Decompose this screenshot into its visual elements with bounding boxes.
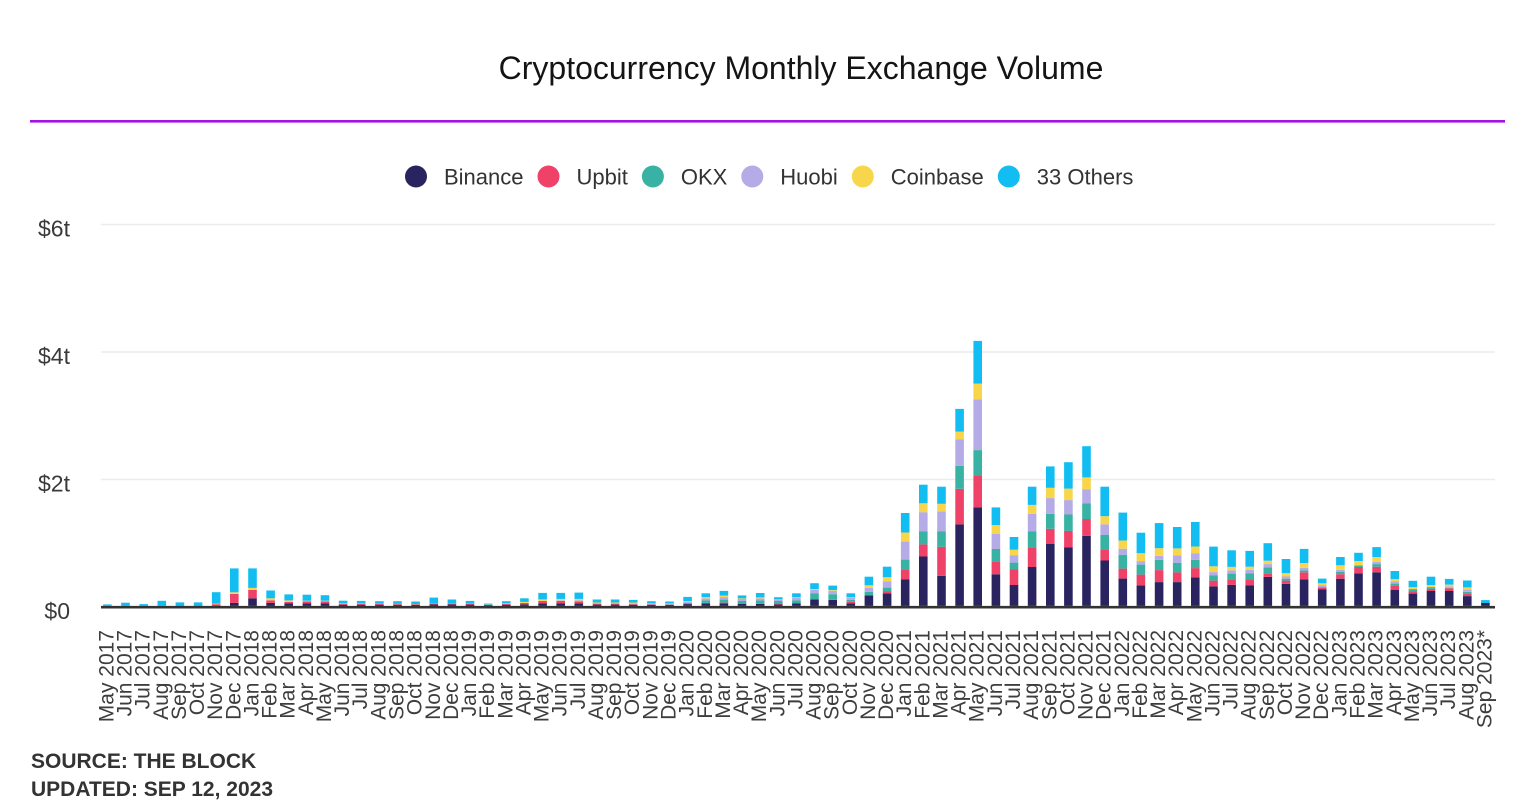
svg-text:SOURCE: THE BLOCK: SOURCE: THE BLOCK xyxy=(31,750,256,773)
svg-text:Huobi: Huobi xyxy=(780,165,837,190)
svg-text:Binance: Binance xyxy=(444,165,524,190)
svg-text:$6t: $6t xyxy=(38,216,71,242)
svg-text:OKX: OKX xyxy=(681,165,728,190)
svg-text:Sep 2023*: Sep 2023* xyxy=(1473,630,1496,728)
svg-text:Upbit: Upbit xyxy=(577,165,628,190)
svg-text:Cryptocurrency Monthly Exchang: Cryptocurrency Monthly Exchange Volume xyxy=(499,50,1104,86)
svg-text:33 Others: 33 Others xyxy=(1037,165,1134,190)
svg-text:$0: $0 xyxy=(44,598,70,624)
svg-text:Coinbase: Coinbase xyxy=(891,165,984,190)
svg-text:$2t: $2t xyxy=(38,471,71,497)
svg-text:UPDATED: SEP 12, 2023: UPDATED: SEP 12, 2023 xyxy=(31,778,273,801)
svg-text:$4t: $4t xyxy=(38,343,71,369)
